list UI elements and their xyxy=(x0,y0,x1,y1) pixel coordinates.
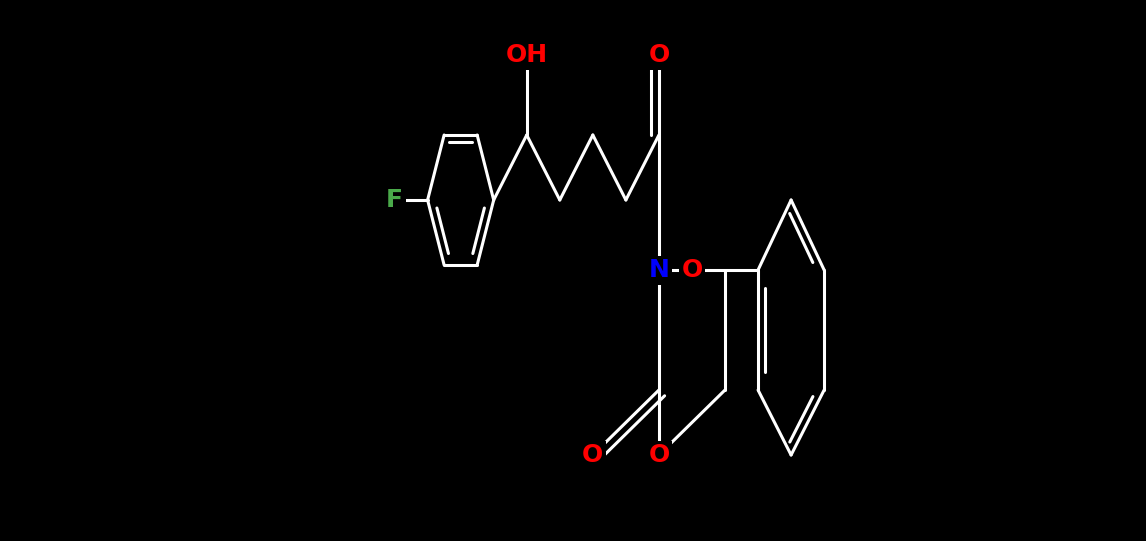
Text: F: F xyxy=(386,188,403,212)
Text: N: N xyxy=(649,258,669,282)
Text: O: O xyxy=(582,443,604,467)
Text: O: O xyxy=(649,43,669,67)
Text: OH: OH xyxy=(505,43,548,67)
Text: O: O xyxy=(649,443,669,467)
Text: O: O xyxy=(682,258,702,282)
